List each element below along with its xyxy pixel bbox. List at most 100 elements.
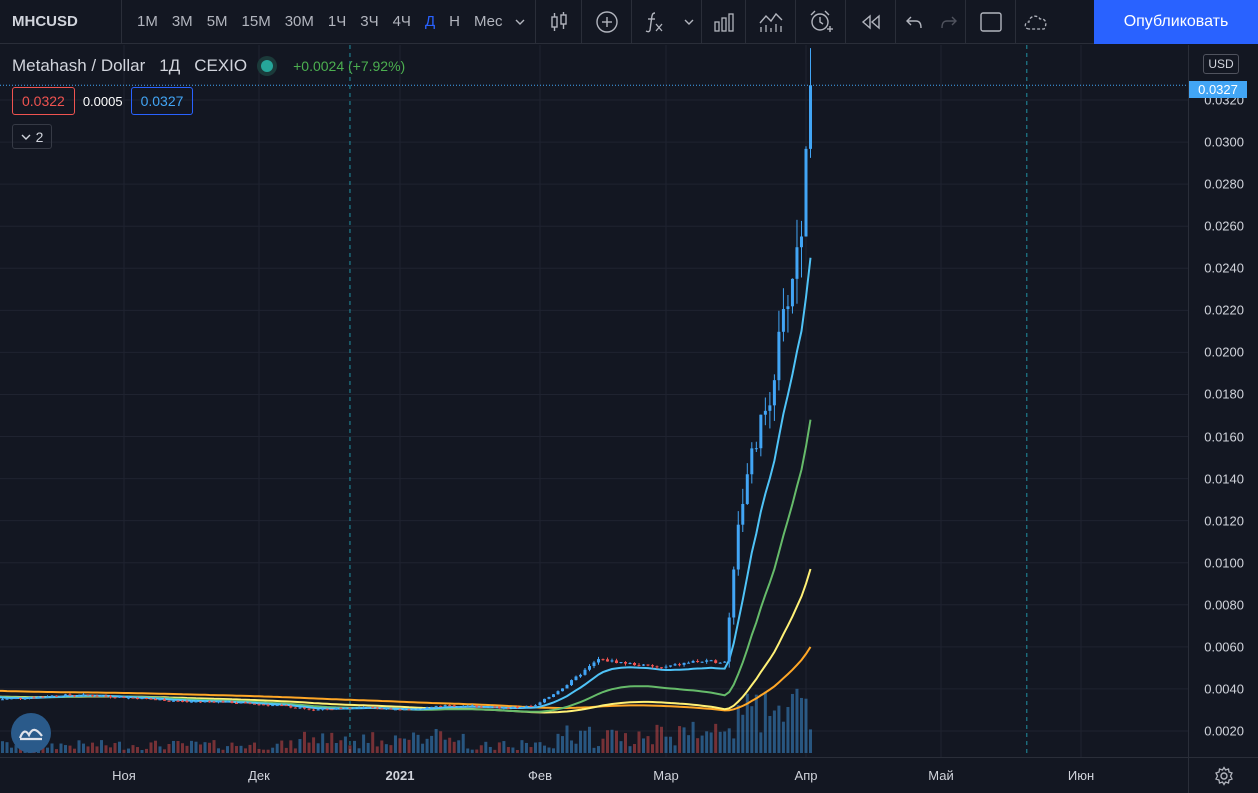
candle-body bbox=[172, 700, 175, 702]
time-tick-label: 2021 bbox=[385, 768, 415, 783]
currency-button[interactable]: USD bbox=[1203, 54, 1239, 74]
replay-rewind-icon[interactable] bbox=[846, 0, 897, 44]
volume-bar bbox=[493, 749, 497, 753]
candle-body bbox=[190, 701, 193, 703]
volume-bar bbox=[664, 736, 668, 753]
volume-bar bbox=[145, 748, 148, 753]
candle-body bbox=[696, 661, 700, 663]
candle-body bbox=[176, 700, 180, 702]
undo-icon[interactable] bbox=[896, 0, 932, 44]
candle-body bbox=[556, 691, 560, 695]
volume-bar bbox=[244, 748, 247, 753]
candle-body bbox=[687, 662, 691, 664]
volume-bar bbox=[511, 747, 515, 753]
interval-dropdown-chevron-down-icon[interactable] bbox=[509, 0, 531, 44]
volume-bar bbox=[543, 745, 546, 753]
publish-button[interactable]: Опубликовать bbox=[1094, 0, 1258, 44]
tradingview-logo-icon[interactable] bbox=[11, 713, 51, 753]
interval-1m[interactable]: 1М bbox=[137, 12, 158, 30]
candle-body bbox=[750, 448, 754, 475]
volume-bar bbox=[637, 731, 641, 753]
price-chart[interactable] bbox=[0, 45, 1188, 757]
volume-bar bbox=[430, 735, 434, 753]
quote-row: 0.0322 0.0005 0.0327 bbox=[12, 87, 194, 115]
fullscreen-square-icon[interactable] bbox=[966, 0, 1017, 44]
interval-3m[interactable]: 3М bbox=[171, 12, 193, 30]
candle-body bbox=[403, 709, 407, 711]
interval-15m[interactable]: 15М bbox=[241, 12, 271, 30]
interval-4h[interactable]: 4Ч bbox=[392, 12, 411, 30]
interval-30m[interactable]: 30М bbox=[284, 12, 314, 30]
indicators-fx-icon[interactable] bbox=[632, 0, 676, 44]
redo-icon[interactable] bbox=[932, 0, 967, 44]
chart-type-candles-icon[interactable] bbox=[536, 0, 583, 44]
volume-bar bbox=[339, 740, 343, 753]
financials-bar-chart-icon[interactable] bbox=[702, 0, 747, 44]
volume-bar bbox=[809, 729, 812, 753]
price-tick-label: 0.0260 bbox=[1204, 218, 1244, 234]
candle-body bbox=[497, 706, 501, 709]
volume-bar bbox=[68, 745, 72, 753]
volume-bar bbox=[669, 736, 673, 753]
volume-bar bbox=[118, 741, 121, 753]
interval-week[interactable]: Н bbox=[449, 12, 460, 30]
volume-bar bbox=[393, 735, 397, 753]
volume-bar bbox=[763, 691, 767, 753]
candle-body bbox=[637, 665, 641, 667]
volume-bar bbox=[271, 747, 275, 753]
market-status-icon[interactable] bbox=[261, 60, 274, 72]
symbol-description[interactable]: Metahash / Dollar bbox=[12, 56, 146, 75]
volume-bar bbox=[750, 706, 754, 753]
volume-bar bbox=[682, 727, 686, 753]
chart-pane[interactable] bbox=[0, 45, 1188, 757]
indicators-dropdown-chevron-down-icon[interactable] bbox=[676, 0, 703, 44]
candle-body bbox=[339, 707, 343, 709]
volume-bar bbox=[515, 749, 519, 753]
volume-bar bbox=[642, 738, 645, 753]
compare-add-symbol-icon[interactable] bbox=[582, 0, 633, 44]
candle-body bbox=[412, 709, 416, 711]
cloud-save-icon[interactable] bbox=[1016, 0, 1056, 44]
volume-bar bbox=[646, 736, 650, 753]
candle-body bbox=[86, 694, 90, 696]
volume-bar bbox=[362, 734, 366, 753]
volume-bar bbox=[624, 733, 627, 753]
candle-body bbox=[325, 708, 329, 710]
price-scale[interactable]: 0.0320 0.0300 0.0280 0.0260 0.0240 0.0220 0.02… bbox=[1188, 45, 1258, 757]
time-scale[interactable]: Ноя Дек 2021 Фев Мар Апр Май Июн bbox=[0, 757, 1188, 793]
candle-body bbox=[524, 705, 528, 707]
candle-body bbox=[745, 474, 749, 504]
interval-month[interactable]: Мес bbox=[473, 12, 503, 30]
volume-bar bbox=[497, 742, 501, 753]
candle-body bbox=[353, 707, 357, 709]
interval-5m[interactable]: 5М bbox=[206, 12, 228, 30]
candle-body bbox=[723, 661, 727, 663]
volume-bar bbox=[140, 749, 144, 753]
candle-body bbox=[221, 701, 225, 703]
chart-settings-gear-icon[interactable] bbox=[1188, 757, 1258, 793]
volume-bar bbox=[109, 747, 112, 753]
volume-bar bbox=[588, 726, 591, 753]
candle-body bbox=[19, 697, 22, 699]
interval-day[interactable]: Д bbox=[424, 12, 436, 30]
alert-clock-icon[interactable] bbox=[796, 0, 847, 44]
volume-bar bbox=[257, 748, 261, 753]
candle-body bbox=[262, 704, 266, 706]
indicators-legend-toggle[interactable]: 2 bbox=[12, 124, 52, 149]
candle-body bbox=[565, 685, 569, 689]
interval-1h[interactable]: 1Ч bbox=[327, 12, 347, 30]
sell-price-button[interactable]: 0.0322 bbox=[12, 87, 75, 115]
templates-chart-icon[interactable] bbox=[746, 0, 797, 44]
price-tick-label: 0.0200 bbox=[1204, 344, 1244, 360]
interval-3h[interactable]: 3Ч bbox=[360, 12, 379, 30]
spread-value: 0.0005 bbox=[82, 93, 123, 109]
symbol-search-button[interactable]: MHCUSD bbox=[0, 0, 122, 44]
candle-body bbox=[145, 698, 148, 700]
volume-bar bbox=[389, 745, 393, 753]
candle-body bbox=[727, 617, 731, 662]
candle-body bbox=[759, 414, 763, 449]
volume-bar bbox=[601, 738, 605, 753]
volume-bar bbox=[366, 742, 370, 753]
volume-bar bbox=[651, 744, 654, 753]
buy-price-button[interactable]: 0.0327 bbox=[130, 87, 194, 115]
